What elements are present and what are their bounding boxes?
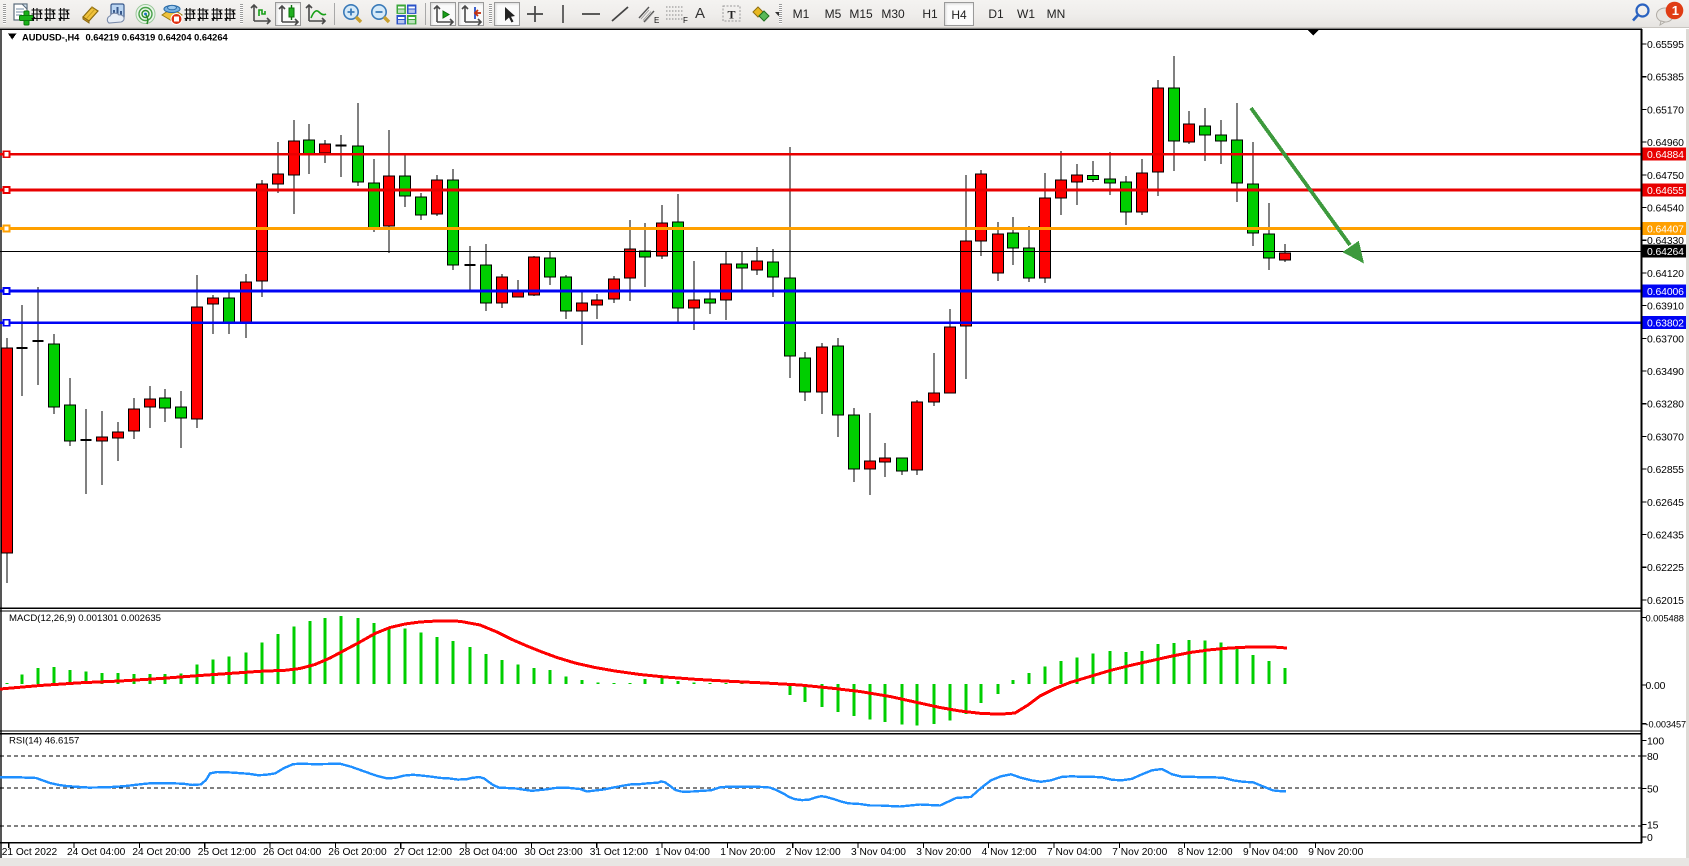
svg-text:0.62225: 0.62225	[1647, 563, 1684, 574]
svg-text:27 Oct 12:00: 27 Oct 12:00	[394, 847, 453, 858]
svg-text:1 Nov 20:00: 1 Nov 20:00	[720, 847, 775, 858]
svg-text:26 Oct 20:00: 26 Oct 20:00	[328, 847, 387, 858]
svg-text:24 Oct 20:00: 24 Oct 20:00	[132, 847, 191, 858]
svg-text:0.63490: 0.63490	[1647, 367, 1684, 378]
svg-text:0.63910: 0.63910	[1647, 302, 1684, 313]
svg-text:7 Nov 20:00: 7 Nov 20:00	[1112, 847, 1167, 858]
svg-text:0.00: 0.00	[1646, 681, 1666, 692]
svg-text:0.65385: 0.65385	[1647, 73, 1684, 84]
svg-text:RSI(14) 46.6157: RSI(14) 46.6157	[9, 736, 79, 747]
svg-text:0.63802: 0.63802	[1647, 319, 1684, 330]
svg-text:9 Nov 04:00: 9 Nov 04:00	[1243, 847, 1298, 858]
svg-text:0.63700: 0.63700	[1647, 334, 1684, 345]
svg-text:1: 1	[1672, 3, 1679, 18]
svg-text:0.64330: 0.64330	[1647, 236, 1684, 247]
svg-text:T: T	[728, 8, 736, 22]
svg-text:0: 0	[1647, 833, 1653, 844]
svg-text:0.64264: 0.64264	[1647, 247, 1684, 258]
svg-text:24 Oct 04:00: 24 Oct 04:00	[67, 847, 126, 858]
svg-text:0.64407: 0.64407	[1647, 225, 1684, 236]
svg-text:0.64960: 0.64960	[1647, 138, 1684, 149]
svg-text:100: 100	[1647, 736, 1664, 747]
svg-text:0.64750: 0.64750	[1647, 171, 1684, 182]
svg-text:0.62645: 0.62645	[1647, 498, 1684, 509]
svg-text:9 Nov 20:00: 9 Nov 20:00	[1308, 847, 1363, 858]
svg-text:7 Nov 04:00: 7 Nov 04:00	[1047, 847, 1102, 858]
svg-text:8 Nov 12:00: 8 Nov 12:00	[1178, 847, 1233, 858]
svg-text:80: 80	[1647, 752, 1659, 763]
svg-text:0.62435: 0.62435	[1647, 531, 1684, 542]
svg-text:15: 15	[1647, 821, 1659, 832]
svg-text:2 Nov 12:00: 2 Nov 12:00	[786, 847, 841, 858]
svg-text:AUDUSD-,H4: AUDUSD-,H4	[22, 33, 80, 43]
svg-text:50: 50	[1647, 784, 1659, 795]
svg-text:0.65170: 0.65170	[1647, 105, 1684, 116]
svg-text:3 Nov 04:00: 3 Nov 04:00	[851, 847, 906, 858]
svg-text:E: E	[654, 16, 659, 25]
svg-text:0.62855: 0.62855	[1647, 465, 1684, 476]
svg-text:-0.003457: -0.003457	[1646, 720, 1686, 730]
svg-text:21 Oct 2022: 21 Oct 2022	[2, 847, 58, 858]
svg-text:31 Oct 12:00: 31 Oct 12:00	[590, 847, 649, 858]
svg-text:25 Oct 12:00: 25 Oct 12:00	[198, 847, 257, 858]
svg-text:0.64655: 0.64655	[1647, 186, 1684, 197]
svg-text:0.64540: 0.64540	[1647, 204, 1684, 215]
svg-text:0.64006: 0.64006	[1647, 287, 1684, 298]
svg-text:26 Oct 04:00: 26 Oct 04:00	[263, 847, 322, 858]
svg-text:4 Nov 12:00: 4 Nov 12:00	[982, 847, 1037, 858]
svg-text:0.005488: 0.005488	[1646, 612, 1684, 623]
svg-text:F: F	[683, 16, 688, 25]
svg-text:0.64219 0.64319 0.64204 0.6426: 0.64219 0.64319 0.64204 0.64264	[86, 33, 229, 43]
svg-text:1 Nov 04:00: 1 Nov 04:00	[655, 847, 710, 858]
svg-text:0.62015: 0.62015	[1647, 596, 1684, 607]
svg-text:0.64884: 0.64884	[1647, 150, 1684, 161]
svg-text:0.63280: 0.63280	[1647, 400, 1684, 411]
svg-text:0.63070: 0.63070	[1647, 432, 1684, 443]
svg-text:3 Nov 20:00: 3 Nov 20:00	[916, 847, 971, 858]
svg-text:28 Oct 04:00: 28 Oct 04:00	[459, 847, 518, 858]
svg-text:0.64120: 0.64120	[1647, 269, 1684, 280]
svg-text:30 Oct 23:00: 30 Oct 23:00	[524, 847, 583, 858]
svg-text:0.65595: 0.65595	[1647, 40, 1684, 51]
svg-text:MACD(12,26,9) 0.001301 0.00263: MACD(12,26,9) 0.001301 0.002635	[9, 613, 161, 624]
